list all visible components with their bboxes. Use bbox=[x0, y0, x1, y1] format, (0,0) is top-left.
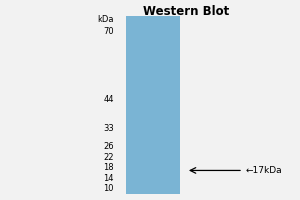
Text: 10: 10 bbox=[103, 184, 114, 193]
Text: 14: 14 bbox=[103, 174, 114, 183]
Text: 70: 70 bbox=[103, 27, 114, 36]
Text: kDa: kDa bbox=[98, 15, 114, 24]
Text: 18: 18 bbox=[103, 163, 114, 172]
Text: 26: 26 bbox=[103, 142, 114, 151]
Text: ←17kDa: ←17kDa bbox=[246, 166, 283, 175]
Text: 44: 44 bbox=[103, 95, 114, 104]
Text: 33: 33 bbox=[103, 124, 114, 133]
Text: Western Blot: Western Blot bbox=[143, 5, 229, 18]
Text: 22: 22 bbox=[103, 153, 114, 162]
